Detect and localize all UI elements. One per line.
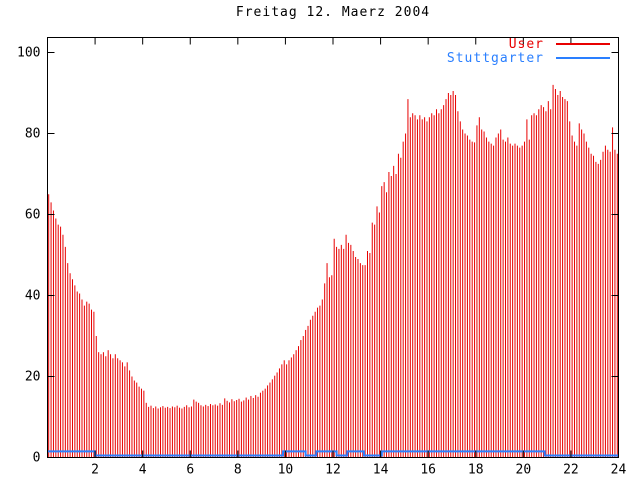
legend-line-sample-user xyxy=(556,43,610,45)
x-tick-label: 8 xyxy=(234,463,242,478)
x-tick-label: 24 xyxy=(611,463,627,478)
y-tick-label: 20 xyxy=(25,370,41,385)
legend-line-sample-stuttgarter xyxy=(556,57,610,59)
legend-entry-user: User xyxy=(447,36,610,52)
y-tick-label: 100 xyxy=(17,46,40,61)
legend-label-user: User xyxy=(508,36,544,52)
x-tick-label: 14 xyxy=(373,463,389,478)
chart-title: Freitag 12. Maerz 2004 xyxy=(235,5,431,20)
plot-border xyxy=(47,37,619,458)
x-tick-label: 22 xyxy=(563,463,579,478)
x-tick-label: 20 xyxy=(516,463,532,478)
x-tick-label: 12 xyxy=(325,463,341,478)
x-tick-label: 2 xyxy=(91,463,99,478)
y-tick-label: 60 xyxy=(25,208,41,223)
stuttgarter-step-line xyxy=(47,450,619,457)
y-tick-label: 40 xyxy=(25,289,41,304)
y-tick-label: 80 xyxy=(25,127,41,142)
x-tick-label: 18 xyxy=(468,463,484,478)
legend: User Stuttgarter xyxy=(446,36,610,66)
legend-label-stuttgarter: Stuttgarter xyxy=(446,50,544,66)
y-tick-label: 0 xyxy=(33,451,41,466)
x-tick-label: 16 xyxy=(420,463,436,478)
x-tick-label: 6 xyxy=(186,463,194,478)
x-tick-label: 4 xyxy=(139,463,147,478)
x-tick-label: 10 xyxy=(278,463,294,478)
legend-entry-stuttgarter: Stuttgarter xyxy=(446,50,610,66)
